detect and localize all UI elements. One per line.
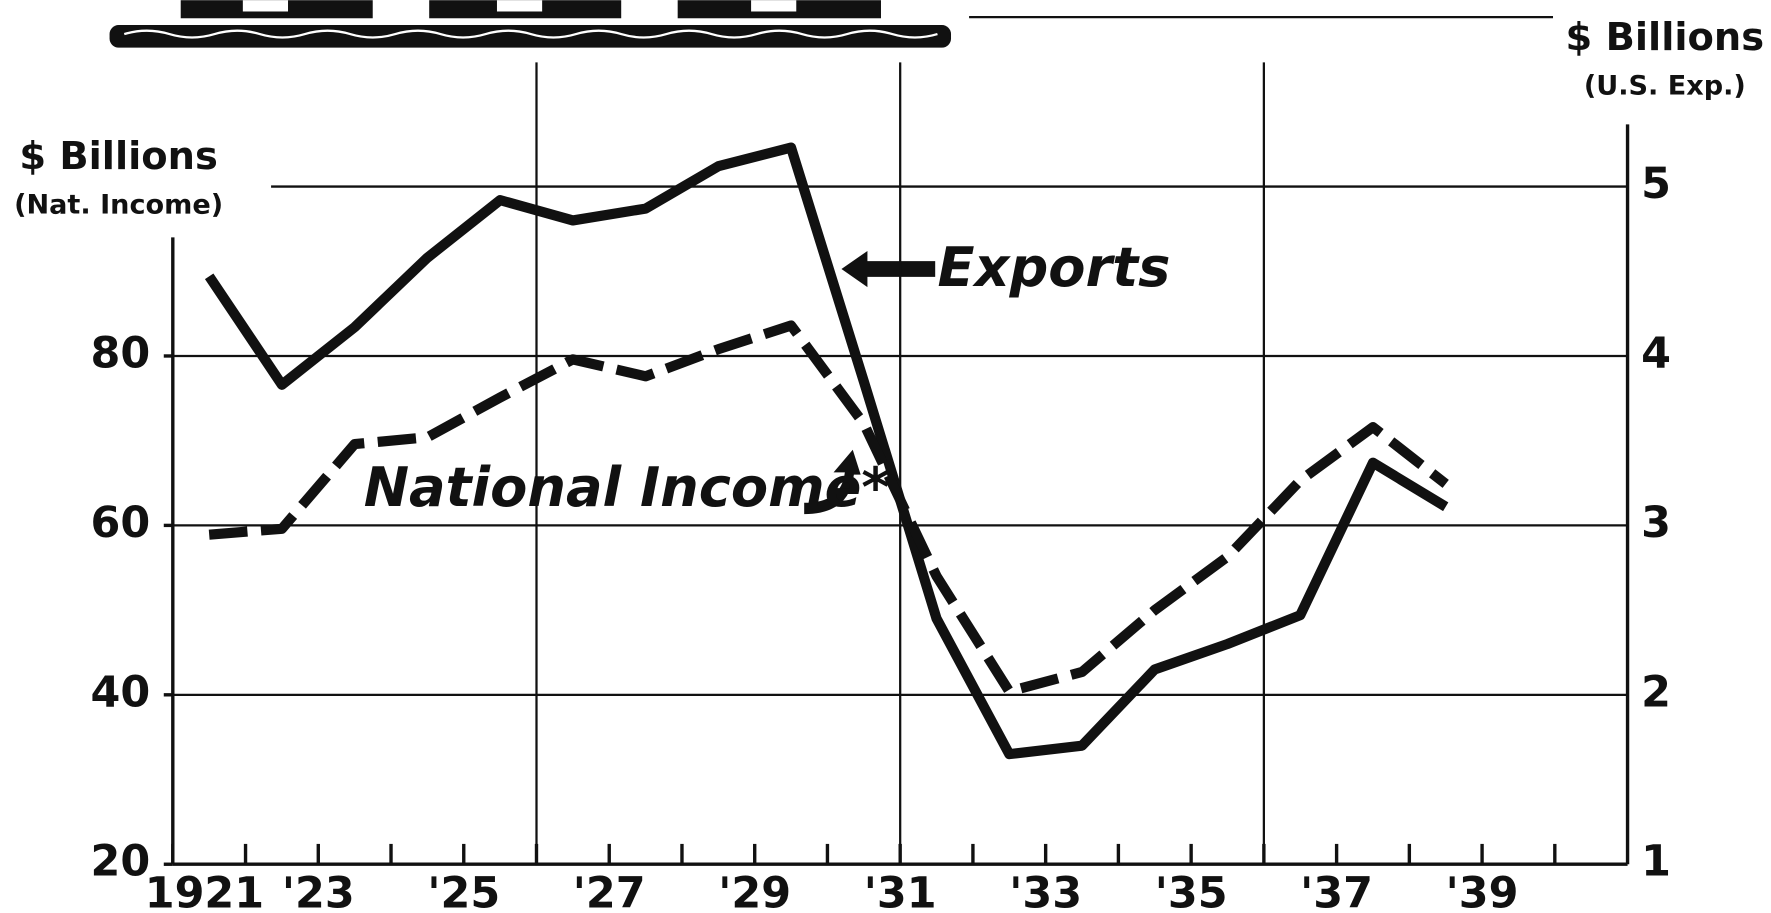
x-tick-label: '29	[718, 868, 791, 913]
y-tick-label: 40	[91, 667, 151, 717]
y2-tick-label: 5	[1641, 159, 1671, 209]
series-line	[209, 148, 1446, 755]
x-tick-label: '31	[864, 868, 937, 913]
left-axis-subtitle: (Nat. Income)	[14, 189, 223, 220]
exports-label: Exports	[937, 236, 1170, 299]
y-tick-label: 20	[91, 837, 151, 887]
ship-illustration	[110, 0, 951, 47]
y2-tick-label: 4	[1641, 328, 1671, 378]
y-tick-label: 80	[91, 328, 151, 378]
x-tick-label: '37	[1300, 868, 1373, 913]
x-tick-label: '23	[282, 868, 355, 913]
exports-arrow	[841, 251, 935, 287]
y2-tick-label: 3	[1641, 498, 1671, 548]
chart: $ Billions (Nat. Income) $ Billions (U.S…	[0, 0, 1771, 913]
y2-tick-label: 1	[1641, 837, 1671, 887]
right-axis-subtitle: (U.S. Exp.)	[1584, 71, 1746, 102]
income-label: National Income*	[364, 456, 890, 519]
x-tick-label: '35	[1155, 868, 1228, 913]
x-tick-label: '27	[573, 868, 646, 913]
x-tick-label: '39	[1446, 868, 1519, 913]
right-axis-title: $ Billions	[1566, 15, 1765, 60]
y-tick-label: 60	[91, 498, 151, 548]
x-tick-label: '33	[1009, 868, 1082, 913]
left-axis-title: $ Billions	[19, 134, 218, 179]
x-tick-label: '25	[427, 868, 500, 913]
y2-tick-label: 2	[1641, 667, 1671, 717]
x-tick-label: 1921	[145, 868, 264, 913]
